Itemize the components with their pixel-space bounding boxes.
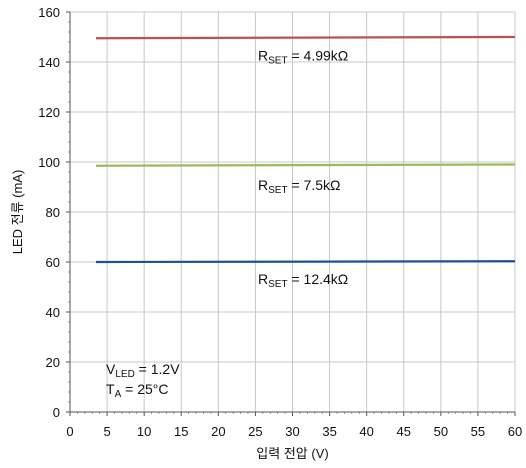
y-tick-label: 20: [46, 355, 60, 370]
x-tick-label: 55: [471, 424, 485, 439]
x-tick-label: 40: [359, 424, 373, 439]
x-tick-label: 20: [211, 424, 225, 439]
y-tick-label: 120: [38, 105, 60, 120]
y-tick-label: 140: [38, 55, 60, 70]
series-line: [95, 35, 516, 40]
x-tick-label: 30: [285, 424, 299, 439]
axes: [66, 11, 516, 416]
condition-label: VLED = 1.2V: [106, 361, 180, 380]
series-labels: RSET = 4.99kΩ RSET = 7.5kΩ RSET = 12.4kΩ: [258, 47, 348, 290]
grid: [70, 11, 516, 412]
x-tick-label: 45: [397, 424, 411, 439]
series-line: [95, 260, 516, 264]
y-axis-title: LED 전류 (mA): [10, 170, 25, 255]
x-tick-label: 0: [66, 424, 73, 439]
x-tick-label: 10: [137, 424, 151, 439]
x-tick-label: 5: [103, 424, 110, 439]
y-tick-label: 60: [46, 255, 60, 270]
series-lines: [95, 35, 516, 264]
x-tick-label: 60: [508, 424, 522, 439]
x-tick-label: 50: [434, 424, 448, 439]
y-tick-label: 100: [38, 155, 60, 170]
x-tick-label: 15: [174, 424, 188, 439]
y-tick-label: 160: [38, 5, 60, 20]
series-label: RSET = 7.5kΩ: [258, 177, 340, 196]
y-tick-label: 80: [46, 205, 60, 220]
x-tick-label: 25: [248, 424, 262, 439]
y-tick-label: 0: [53, 405, 60, 420]
y-tick-label: 40: [46, 305, 60, 320]
series-label: RSET = 12.4kΩ: [258, 271, 348, 290]
condition-label: TA = 25°C: [106, 381, 168, 400]
series-label: RSET = 4.99kΩ: [258, 47, 348, 66]
series-line: [95, 163, 516, 167]
x-tick-label: 35: [322, 424, 336, 439]
x-axis-title: 입력 전압 (V): [256, 446, 328, 461]
tick-labels: 0 5 10 15 20 25 30 35 40 45 50 55 60 0 20 40 60 80 100 120 1…: [38, 5, 522, 439]
